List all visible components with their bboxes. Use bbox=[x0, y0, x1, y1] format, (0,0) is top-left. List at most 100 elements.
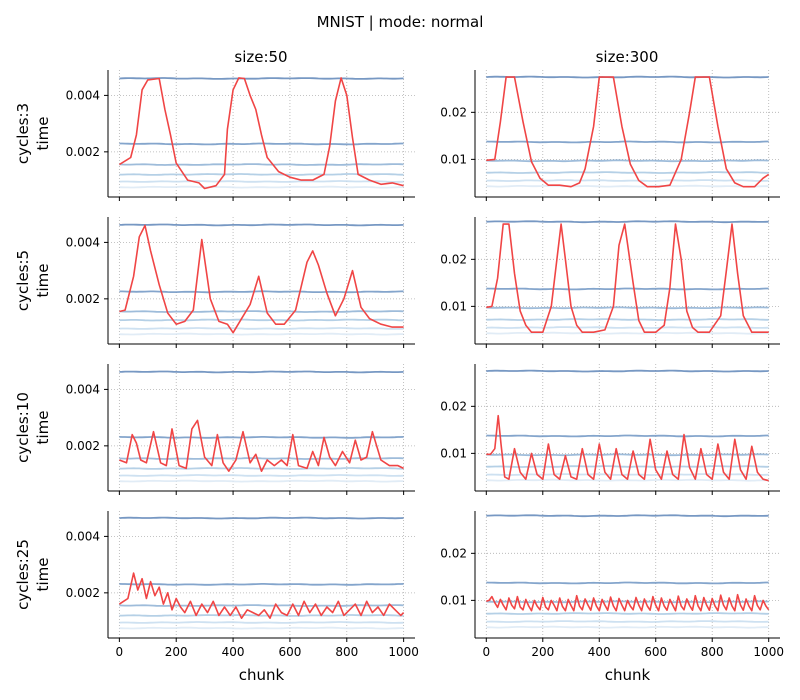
x-tick-label-5: 1000 bbox=[388, 645, 419, 659]
y-tick-label-0: 0.002 bbox=[66, 439, 100, 453]
series-baseline-0 bbox=[119, 516, 404, 520]
x-tick-label-2: 400 bbox=[588, 645, 611, 659]
series-baseline-1 bbox=[486, 140, 769, 144]
subplot-r0-c1: 0.01 0.02 bbox=[440, 70, 780, 201]
series-baseline-1 bbox=[486, 287, 769, 291]
series-baseline-0 bbox=[486, 220, 769, 224]
series-baseline-5 bbox=[119, 332, 404, 336]
series-highlight bbox=[486, 76, 770, 188]
series-baseline-1 bbox=[119, 435, 404, 439]
y-tick-label-1: 0.004 bbox=[66, 382, 100, 396]
series-baseline-4 bbox=[119, 474, 404, 477]
series-baseline-0 bbox=[119, 223, 404, 227]
y-tick-label-0: 0.01 bbox=[440, 446, 467, 460]
series-baseline-4 bbox=[486, 179, 769, 182]
x-axis-label: chunk bbox=[239, 666, 285, 684]
y-tick-label-1: 0.02 bbox=[440, 546, 467, 560]
series-highlight bbox=[486, 223, 769, 333]
series-baseline-2 bbox=[486, 159, 769, 163]
series-baseline-1 bbox=[119, 142, 404, 146]
series-baseline-0 bbox=[119, 77, 404, 80]
column-title-size-50: size:50 bbox=[234, 48, 287, 66]
y-tick-label-1: 0.004 bbox=[66, 235, 100, 249]
series-highlight bbox=[119, 224, 404, 334]
row-label-0: cycles:3 bbox=[14, 103, 32, 164]
y-tick-label-1: 0.02 bbox=[440, 105, 467, 119]
series-highlight bbox=[119, 419, 404, 472]
series-highlight bbox=[118, 572, 405, 619]
y-tick-label-1: 0.02 bbox=[440, 252, 467, 266]
x-tick-label-1: 200 bbox=[165, 645, 188, 659]
x-tick-label-3: 600 bbox=[644, 645, 667, 659]
x-tick-label-4: 800 bbox=[701, 645, 724, 659]
row-label-2: cycles:10 bbox=[14, 392, 32, 463]
series-baseline-2 bbox=[119, 310, 404, 313]
series-baseline-5 bbox=[486, 625, 769, 629]
y-axis-label: time bbox=[34, 264, 52, 298]
series-baseline-0 bbox=[486, 75, 769, 79]
y-tick-label-0: 0.002 bbox=[66, 292, 100, 306]
y-axis-label: time bbox=[34, 117, 52, 151]
series-highlight bbox=[486, 593, 770, 612]
series-baseline-5 bbox=[119, 479, 404, 483]
subplot-r0-c0: 0.002 0.004 cycles:3 time bbox=[14, 70, 415, 201]
series-baseline-5 bbox=[486, 184, 769, 188]
series-baseline-1 bbox=[486, 434, 769, 438]
subplot-r2-c1: 0.01 0.02 bbox=[440, 364, 780, 495]
figure-suptitle: MNIST | mode: normal bbox=[317, 13, 484, 31]
series-baseline-4 bbox=[119, 180, 404, 183]
series-baseline-2 bbox=[119, 604, 404, 607]
y-tick-label-0: 0.002 bbox=[66, 586, 100, 600]
series-baseline-4 bbox=[486, 620, 769, 623]
y-tick-label-0: 0.01 bbox=[440, 152, 467, 166]
series-baseline-4 bbox=[486, 326, 769, 329]
series-baseline-4 bbox=[119, 327, 404, 330]
series-baseline-3 bbox=[486, 318, 769, 321]
series-baseline-5 bbox=[486, 478, 769, 482]
x-tick-label-1: 200 bbox=[531, 645, 554, 659]
x-tick-label-0: 0 bbox=[482, 645, 490, 659]
series-highlight bbox=[486, 414, 769, 482]
series-baseline-2 bbox=[486, 453, 769, 457]
x-axis-label: chunk bbox=[605, 666, 651, 684]
subplot-r1-c0: 0.002 0.004 cycles:5 time bbox=[14, 217, 415, 348]
series-baseline-0 bbox=[486, 369, 769, 373]
series-baseline-2 bbox=[486, 306, 769, 310]
subplot-r3-c1: 0 200 400 600 800 1000 0.01 0.02 chunk bbox=[440, 511, 784, 684]
series-baseline-3 bbox=[119, 614, 404, 617]
y-axis-label: time bbox=[34, 558, 52, 592]
series-baseline-4 bbox=[119, 621, 404, 624]
series-baseline-0 bbox=[119, 370, 404, 374]
y-tick-label-1: 0.004 bbox=[66, 88, 100, 102]
series-highlight bbox=[118, 77, 404, 190]
row-label-1: cycles:5 bbox=[14, 250, 32, 311]
row-label-3: cycles:25 bbox=[14, 539, 32, 610]
y-tick-label-0: 0.002 bbox=[66, 145, 100, 159]
series-baseline-5 bbox=[119, 185, 404, 189]
subplot-r2-c0: 0.002 0.004 cycles:10 time bbox=[14, 364, 415, 495]
y-tick-label-0: 0.01 bbox=[440, 299, 467, 313]
y-tick-label-1: 0.02 bbox=[440, 399, 467, 413]
series-baseline-3 bbox=[486, 612, 769, 615]
series-baseline-5 bbox=[486, 331, 769, 335]
x-tick-label-0: 0 bbox=[116, 645, 124, 659]
series-baseline-5 bbox=[119, 626, 404, 630]
column-title-size-300: size:300 bbox=[596, 48, 659, 66]
x-tick-label-4: 800 bbox=[335, 645, 358, 659]
series-baseline-1 bbox=[486, 581, 769, 585]
y-axis-label: time bbox=[34, 411, 52, 445]
series-baseline-0 bbox=[486, 514, 769, 518]
subplot-r3-c0: 0 200 400 600 800 1000 0.002 0.004 cycles:25 time… bbox=[14, 511, 419, 684]
subplot-r1-c1: 0.01 0.02 bbox=[440, 217, 780, 348]
y-tick-label-1: 0.004 bbox=[66, 529, 100, 543]
series-baseline-3 bbox=[486, 171, 769, 174]
x-tick-label-2: 400 bbox=[222, 645, 245, 659]
series-baseline-3 bbox=[119, 173, 404, 176]
y-tick-label-0: 0.01 bbox=[440, 593, 467, 607]
x-tick-label-3: 600 bbox=[278, 645, 301, 659]
series-baseline-4 bbox=[486, 473, 769, 476]
x-tick-label-5: 1000 bbox=[753, 645, 784, 659]
